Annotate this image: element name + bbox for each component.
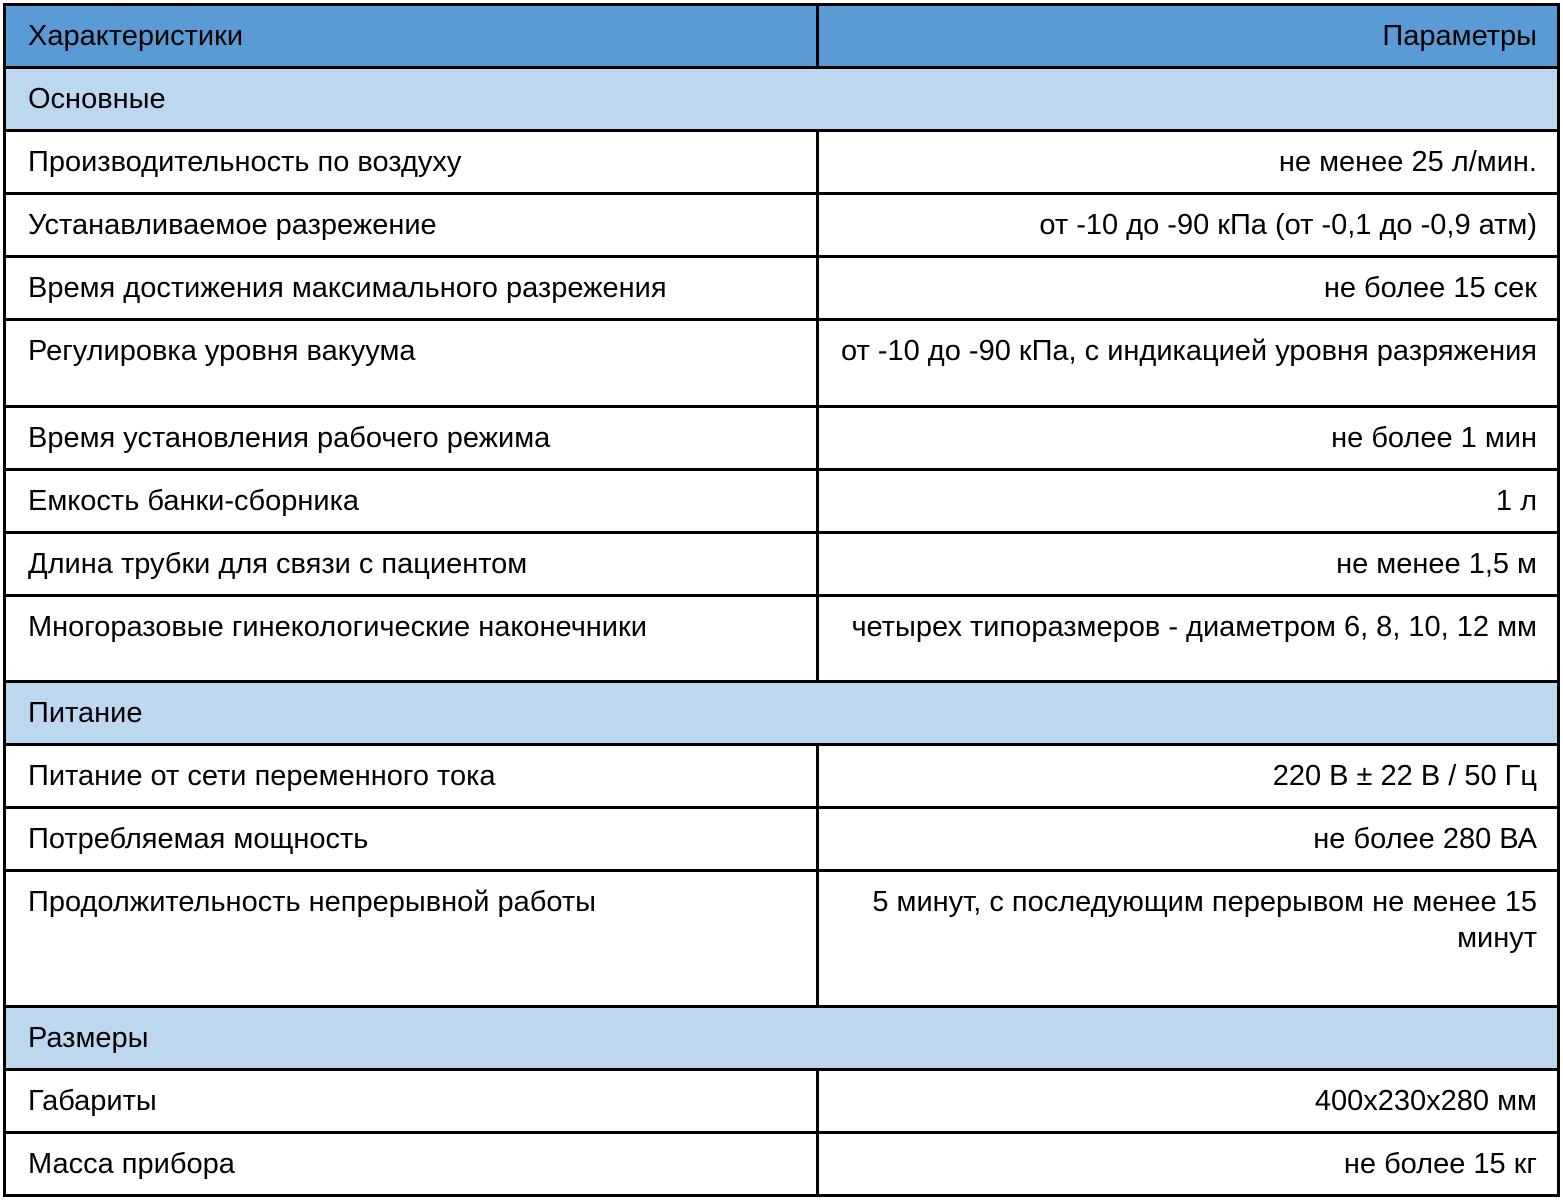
section-row-power: Питание xyxy=(3,680,1560,747)
spec-value: 5 минут, с последующим перерывом не мене… xyxy=(815,869,1561,1008)
table-row: Масса прибора не более 15 кг xyxy=(3,1131,1561,1197)
spec-name: Регулировка уровня вакуума xyxy=(3,318,819,408)
spec-name: Многоразовые гинекологические наконечник… xyxy=(3,593,819,684)
spec-name: Габариты xyxy=(3,1068,819,1134)
spec-value: 220 В ± 22 В / 50 Гц xyxy=(815,743,1561,810)
section-row-main: Основные xyxy=(3,66,1560,132)
section-title: Питание xyxy=(3,680,1560,747)
table-row: Время достижения максимального разрежени… xyxy=(3,255,1561,321)
spec-value: не более 15 сек xyxy=(815,255,1561,321)
spec-value: от -10 до -90 кПа, с индикацией уровня р… xyxy=(815,318,1561,408)
spec-name: Масса прибора xyxy=(3,1131,819,1197)
table-row: Габариты 400х230х280 мм xyxy=(3,1068,1561,1134)
table-row: Продолжительность непрерывной работы 5 м… xyxy=(3,869,1561,1008)
spec-value: 1 л xyxy=(815,467,1561,534)
table-row: Время установления рабочего режима не бо… xyxy=(3,404,1561,471)
spec-value: не менее 25 л/мин. xyxy=(815,129,1561,195)
header-characteristics: Характеристики xyxy=(3,3,819,69)
spec-value: четырех типоразмеров - диаметром 6, 8, 1… xyxy=(815,593,1561,684)
spec-name: Время установления рабочего режима xyxy=(3,404,819,471)
spec-name: Устанавливаемое разрежение xyxy=(3,192,819,258)
spec-name: Длина трубки для связи с пациентом xyxy=(3,530,819,597)
spec-name: Продолжительность непрерывной работы xyxy=(3,869,819,1008)
spec-name: Время достижения максимального разрежени… xyxy=(3,255,819,321)
spec-value: не более 280 ВА xyxy=(815,806,1561,873)
specs-table: Характеристики Параметры Основные Произв… xyxy=(3,3,1561,1197)
table-row: Производительность по воздуху не менее 2… xyxy=(3,129,1561,195)
spec-name: Производительность по воздуху xyxy=(3,129,819,195)
table-row: Устанавливаемое разрежение от -10 до -90… xyxy=(3,192,1561,258)
header-parameters: Параметры xyxy=(815,3,1561,69)
spec-name: Емкость банки-сборника xyxy=(3,467,819,534)
spec-value: не более 15 кг xyxy=(815,1131,1561,1197)
spec-name: Питание от сети переменного тока xyxy=(3,743,819,810)
table-header-row: Характеристики Параметры xyxy=(3,3,1561,69)
table-row: Регулировка уровня вакуума от -10 до -90… xyxy=(3,318,1561,408)
table-row: Длина трубки для связи с пациентом не ме… xyxy=(3,530,1561,597)
section-title: Размеры xyxy=(3,1005,1560,1071)
section-title: Основные xyxy=(3,66,1560,132)
spec-value: не менее 1,5 м xyxy=(815,530,1561,597)
table-row: Емкость банки-сборника 1 л xyxy=(3,467,1561,534)
table-row: Питание от сети переменного тока 220 В ±… xyxy=(3,743,1561,810)
spec-value: 400х230х280 мм xyxy=(815,1068,1561,1134)
spec-value: не более 1 мин xyxy=(815,404,1561,471)
spec-value: от -10 до -90 кПа (от -0,1 до -0,9 атм) xyxy=(815,192,1561,258)
table-row: Потребляемая мощность не более 280 ВА xyxy=(3,806,1561,873)
section-row-dimensions: Размеры xyxy=(3,1005,1560,1071)
spec-name: Потребляемая мощность xyxy=(3,806,819,873)
table-row: Многоразовые гинекологические наконечник… xyxy=(3,593,1561,684)
